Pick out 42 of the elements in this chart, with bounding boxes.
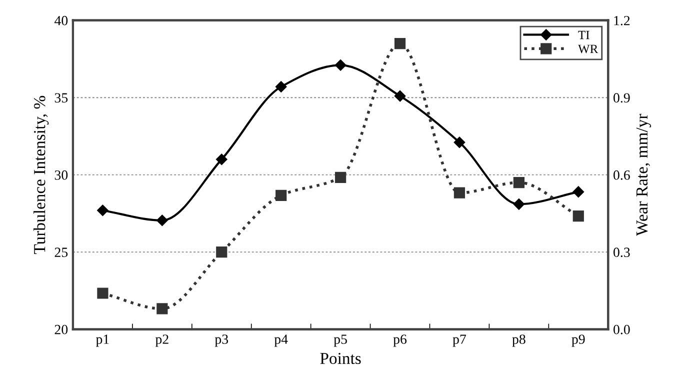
point — [97, 288, 108, 299]
point — [216, 154, 228, 165]
point — [513, 176, 524, 188]
y-tick-label: 35 — [54, 93, 68, 103]
point — [572, 186, 584, 198]
point — [275, 81, 287, 92]
legend-label: TI — [578, 30, 590, 40]
point — [334, 60, 346, 71]
x-tick-label: p8 — [512, 334, 526, 347]
point — [394, 38, 406, 50]
y2-tick-label: 0.9 — [614, 93, 630, 103]
x-tick-label: p3 — [214, 334, 228, 347]
y-tick-label: 25 — [54, 248, 68, 258]
y2-tick-label: 1.2 — [614, 16, 630, 26]
x-tick-label: p9 — [572, 334, 585, 347]
legend-label: WR — [578, 44, 598, 54]
y-tick-label: 20 — [54, 324, 68, 334]
y-tick-label: 40 — [54, 16, 68, 26]
y2-axis-title: Wear Rate, mm/yr — [636, 114, 652, 236]
point — [513, 198, 525, 210]
y2-tick-label: 0.0 — [614, 324, 630, 334]
point — [156, 303, 168, 314]
y-axis-title: Turbulence Intensity, % — [34, 96, 49, 254]
x-tick-label: p1 — [96, 334, 109, 347]
point — [572, 210, 584, 222]
y2-tick-label: 0.6 — [614, 170, 630, 180]
x-tick-label: p5 — [334, 334, 347, 347]
y-tick-label: 30 — [54, 170, 68, 180]
x-tick-label: p7 — [452, 334, 466, 347]
point — [216, 246, 228, 258]
point — [454, 136, 466, 148]
point — [156, 214, 168, 226]
x-tick-label: p6 — [393, 334, 407, 347]
point — [454, 187, 466, 198]
x-tick-label: p2 — [155, 334, 168, 347]
x-tick-label: p4 — [274, 334, 288, 347]
point — [334, 172, 346, 183]
x-axis-title: Points — [320, 352, 361, 364]
point — [394, 90, 406, 102]
point — [97, 204, 108, 216]
point — [276, 190, 287, 201]
y2-tick-label: 0.3 — [614, 248, 630, 258]
